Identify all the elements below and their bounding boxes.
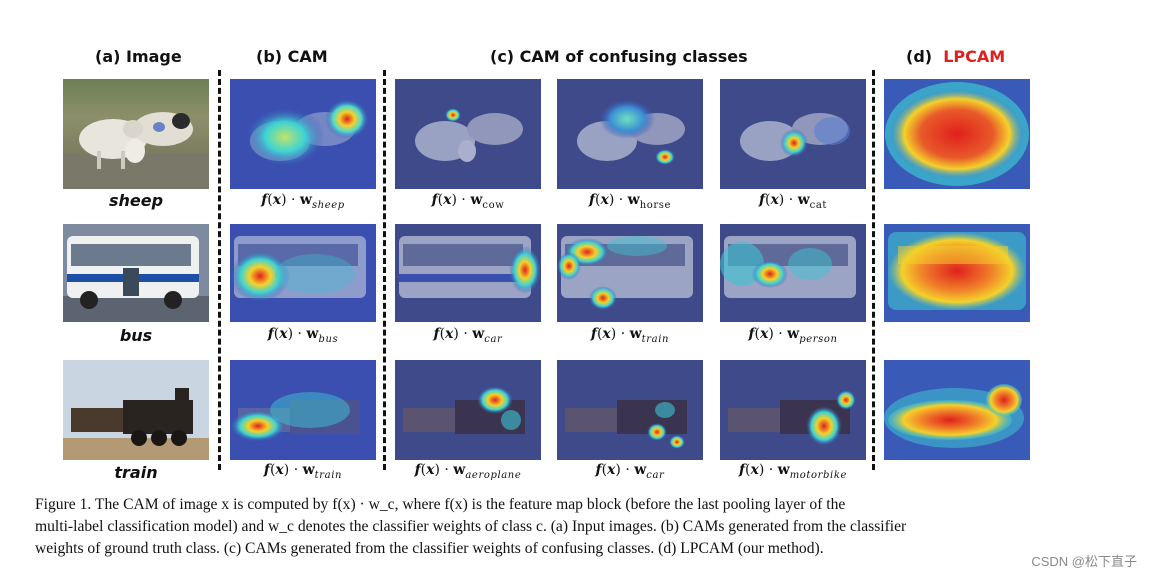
row-label-sheep: sheep: [108, 191, 164, 210]
cam-sheep: [230, 79, 376, 189]
image-sheep: [63, 79, 209, 189]
caption-line-2: multi-label classification model) and w_…: [35, 518, 907, 535]
caption-train-cam: f(x) · wtrain: [263, 462, 343, 481]
lpcam-sheep: [884, 79, 1030, 189]
image-train: [63, 360, 209, 470]
figure-caption: Figure 1. The CAM of image x is computed…: [35, 494, 1075, 560]
caption-line-3: weights of ground truth class. (c) CAMs …: [35, 540, 824, 557]
lpcam-train: [884, 360, 1030, 470]
caption-sheep-cam: f(x) · wsheep: [261, 192, 345, 211]
separator-b-c: [383, 70, 386, 470]
caption-sheep-horse: f(x) · whorse: [588, 192, 672, 211]
header-image: (a) Image: [95, 47, 182, 66]
cam-sheep-cow: [395, 79, 541, 189]
caption-line-1: Figure 1. The CAM of image x is computed…: [35, 496, 846, 513]
cam-train-motorbike: [720, 360, 866, 470]
cam-sheep-horse: [557, 79, 703, 189]
header-lpcam-prefix: (d): [906, 47, 933, 66]
cam-train-car: [557, 360, 703, 470]
image-bus: [63, 224, 209, 334]
row-label-bus: bus: [119, 326, 153, 345]
lpcam-bus: [884, 224, 1030, 334]
caption-bus-person: f(x) · wperson: [748, 326, 838, 345]
header-lpcam: (d) LPCAM: [906, 47, 1005, 66]
cam-train: [230, 360, 376, 470]
cam-train-aeroplane: [395, 360, 541, 470]
caption-train-motorbike: f(x) · wmotorbike: [738, 462, 848, 481]
caption-sheep-cat: f(x) · wcat: [758, 192, 828, 211]
caption-bus-car: f(x) · wcar: [433, 326, 503, 345]
cam-bus-person: [720, 224, 866, 334]
caption-bus-cam: f(x) · wbus: [267, 326, 339, 345]
header-confusing-classes: (c) CAM of confusing classes: [490, 47, 748, 66]
row-label-train: train: [114, 463, 158, 482]
cam-sheep-cat: [720, 79, 866, 189]
separator-c-d: [872, 70, 875, 470]
cam-bus-car: [395, 224, 541, 334]
caption-bus-train: f(x) · wtrain: [590, 326, 670, 345]
cam-bus: [230, 224, 376, 334]
header-cam: (b) CAM: [256, 47, 328, 66]
caption-sheep-cow: f(x) · wcow: [431, 192, 505, 211]
watermark: CSDN @松下直子: [1031, 554, 1137, 569]
cam-bus-train: [557, 224, 703, 334]
caption-train-aeroplane: f(x) · waeroplane: [414, 462, 522, 481]
header-lpcam-name: LPCAM: [943, 47, 1006, 66]
separator-a-b: [218, 70, 221, 470]
caption-train-car: f(x) · wcar: [595, 462, 665, 481]
